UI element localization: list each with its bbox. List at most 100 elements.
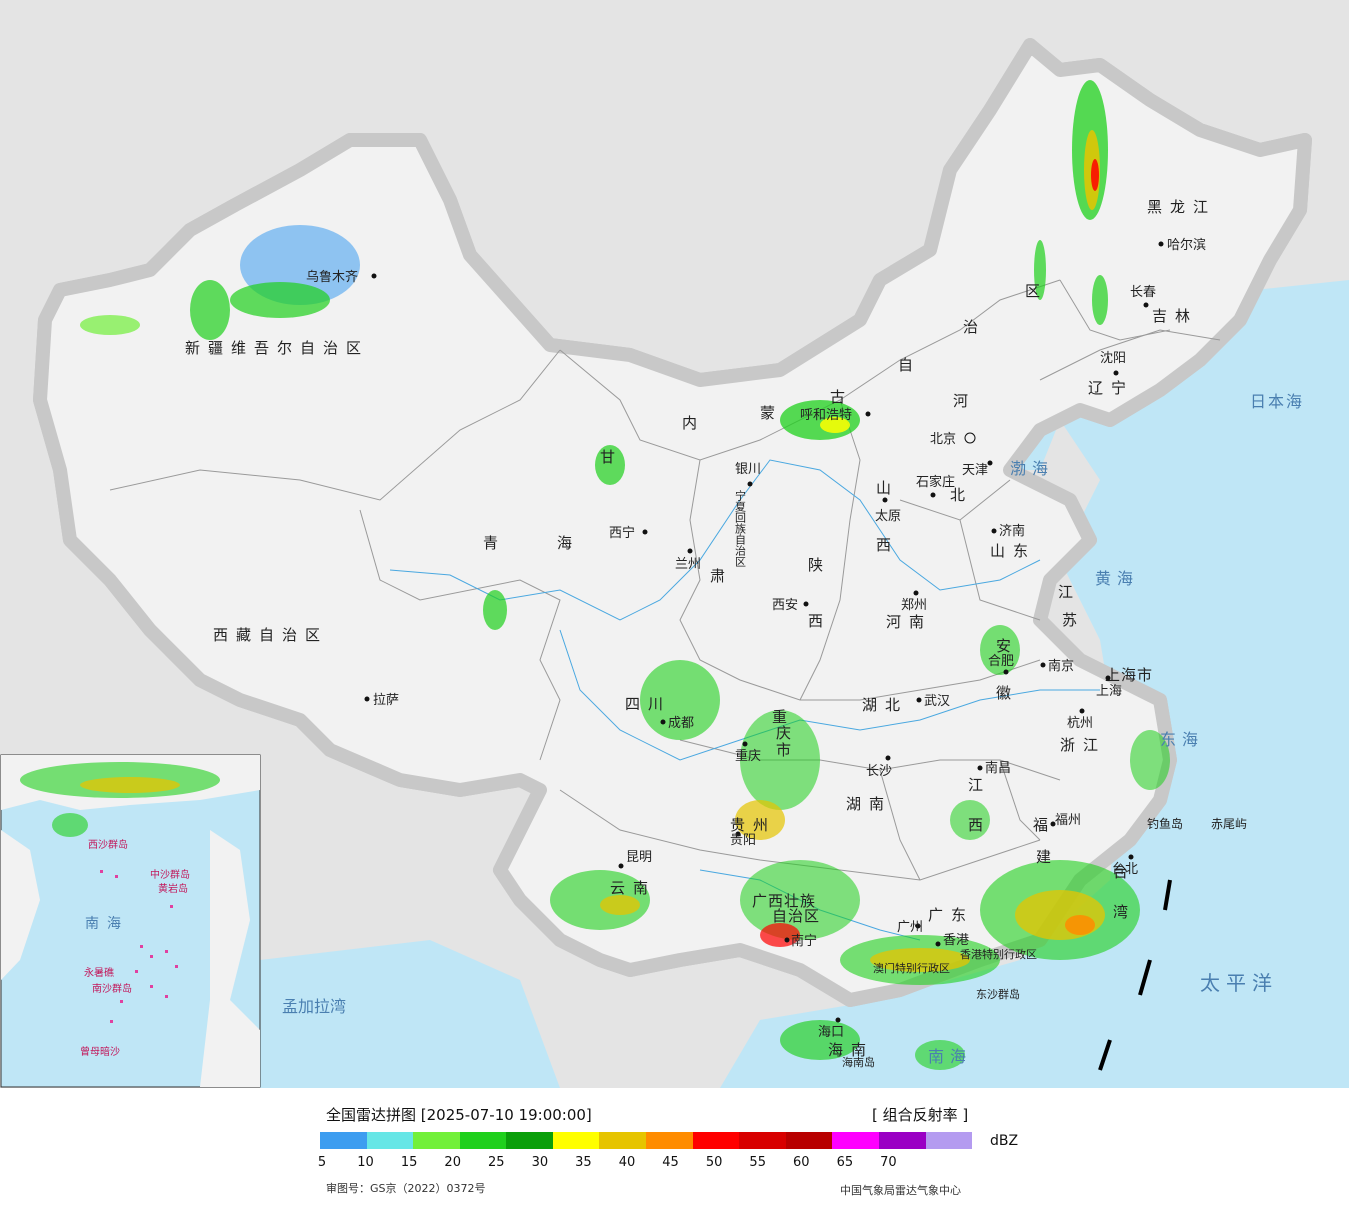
city-lhasa: 拉萨	[373, 693, 399, 708]
label-shaanxi-2: 西	[808, 612, 831, 630]
city-dot	[1128, 854, 1134, 860]
label-gansu-1: 甘	[600, 448, 623, 466]
color-scale-bar	[320, 1132, 973, 1149]
city-nanjing: 南京	[1048, 658, 1074, 674]
label-chongqing-2: 庆	[776, 724, 799, 742]
city-jinan: 济南	[999, 523, 1025, 539]
city-dot	[618, 863, 624, 869]
capital-marker	[964, 432, 976, 444]
city-xianggang: 香港	[943, 933, 969, 948]
city-guiyang: 贵阳	[730, 833, 756, 848]
city-dot	[784, 937, 790, 943]
color-scale-cell	[459, 1132, 507, 1149]
sea-huanghai: 黄海	[1095, 569, 1139, 588]
city-dot	[882, 497, 888, 503]
city-dot	[987, 460, 993, 466]
label-ningxia: 宁夏回族自治区	[734, 489, 747, 567]
city-chongqing: 重庆	[735, 748, 761, 764]
city-dot	[1050, 821, 1056, 827]
city-shanghai: 上海	[1096, 684, 1122, 699]
legend-tick-label: 15	[400, 1155, 418, 1170]
label-fujian-1: 福	[1033, 816, 1056, 834]
city-dot	[1003, 669, 1009, 675]
map-canvas: 新疆维吾尔自治区 西藏自治区 青 海 甘 肃 内 蒙 古 自 治 区 黑龙江 吉…	[0, 0, 1349, 1088]
label-neimenggu-5: 治	[963, 318, 986, 336]
city-taibei: 台北	[1112, 862, 1138, 877]
city-dot	[916, 697, 922, 703]
city-dot	[835, 1017, 841, 1023]
city-dot	[1079, 708, 1085, 714]
color-scale-cell	[506, 1132, 553, 1149]
city-hangzhou: 杭州	[1067, 716, 1093, 731]
bay-of-bengal	[260, 940, 560, 1088]
label-shaanxi-1: 陕	[808, 556, 831, 574]
label-shanxi-1: 山	[876, 479, 899, 497]
city-lanzhou: 兰州	[675, 557, 701, 572]
color-scale-cell	[320, 1132, 367, 1149]
south-china-sea-inset	[0, 754, 261, 1088]
label-jiangxi-1: 江	[968, 776, 991, 794]
label-diaoyudao: 钓鱼岛	[1147, 816, 1183, 831]
legend-tick-label: 30	[531, 1155, 549, 1170]
city-dot	[930, 492, 936, 498]
city-dot	[1158, 241, 1164, 247]
label-guangxi-2: 自治区	[772, 907, 820, 925]
label-hunan: 湖南	[846, 795, 892, 813]
city-dot	[687, 548, 693, 554]
label-hebei-1: 河	[953, 392, 976, 410]
legend-tick-label: 40	[618, 1155, 636, 1170]
label-shanghai: 上海市	[1105, 666, 1153, 684]
label-jiangxi-2: 西	[968, 816, 991, 834]
inset-huangyandao: 黄岩岛	[158, 882, 188, 895]
city-haikou: 海口	[818, 1025, 844, 1040]
sea-taipingyang: 太平洋	[1200, 971, 1278, 995]
maritime-boundary	[1098, 879, 1172, 1071]
label-neimenggu-6: 区	[1025, 282, 1048, 300]
sea-ribenhai: 日本海	[1250, 392, 1304, 411]
label-hubei: 湖北	[862, 696, 908, 714]
label-zhejiang: 浙江	[1060, 736, 1106, 754]
label-anhui-1: 安	[996, 637, 1019, 655]
city-dot	[1105, 675, 1111, 681]
city-dot	[915, 923, 921, 929]
city-changchun: 长春	[1130, 285, 1156, 300]
city-xining: 西宁	[609, 525, 635, 541]
city-shenyang: 沈阳	[1100, 351, 1126, 366]
label-chiweiyu: 赤尾屿	[1211, 817, 1247, 831]
sea-nanhai: 南海	[928, 1047, 972, 1066]
legend-product-type: [ 组合反射率 ]	[872, 1106, 969, 1124]
city-dot	[885, 755, 891, 761]
label-heilongjiang: 黑龙江	[1147, 198, 1216, 216]
color-scale-cell	[692, 1132, 740, 1149]
label-xinjiang: 新疆维吾尔自治区	[185, 339, 369, 357]
city-taiyuan: 太原	[875, 509, 901, 524]
city-chengdu: 成都	[668, 716, 694, 731]
inset-zhongsha: 中沙群岛	[150, 868, 190, 881]
inset-yongshujiao: 永暑礁	[84, 966, 114, 979]
legend-tick-label: 50	[705, 1155, 723, 1170]
sea-donghai: 东海	[1160, 730, 1204, 749]
city-dot	[371, 273, 377, 279]
legend-tick-label: 45	[662, 1155, 679, 1170]
city-fuzhou: 福州	[1055, 813, 1081, 828]
city-tianjin: 天津	[962, 463, 988, 478]
label-dongshaqundao: 东沙群岛	[976, 987, 1020, 1001]
label-shandong: 山东	[990, 542, 1036, 560]
label-aomen: 澳门特别行政区	[873, 961, 950, 975]
label-sichuan: 四川	[625, 695, 671, 713]
label-neimenggu-4: 自	[898, 356, 921, 374]
city-dot	[660, 719, 666, 725]
city-dot	[977, 765, 983, 771]
label-jiangsu-2: 苏	[1062, 611, 1085, 629]
city-nanning: 南宁	[791, 933, 817, 949]
city-zhengzhou: 郑州	[901, 598, 927, 613]
radar-echoes	[80, 80, 1170, 1070]
city-shijiazhuang: 石家庄	[916, 474, 955, 490]
city-dot	[865, 411, 871, 417]
inset-islands	[100, 870, 178, 1023]
label-jiangsu-1: 江	[1058, 583, 1081, 601]
legend-tick-label: 65	[836, 1155, 854, 1170]
map-approval-number: 审图号：GS京（2022）0372号	[326, 1182, 486, 1195]
label-hebei-2: 北	[950, 486, 973, 504]
city-dot	[1113, 370, 1119, 376]
